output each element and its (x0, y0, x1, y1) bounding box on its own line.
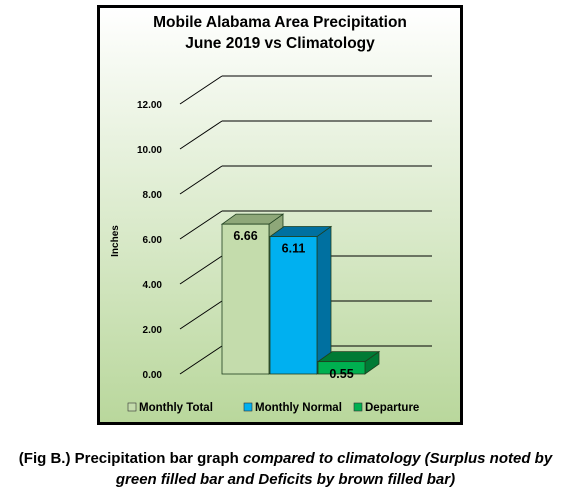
y-tick-label: 12.00 (137, 100, 162, 111)
bar-front (221, 223, 270, 375)
y-tick-label: 2.00 (143, 325, 163, 336)
y-tick-label: 0.00 (143, 370, 163, 381)
bar-departure (316, 350, 381, 375)
y-axis-label: Inches (110, 225, 121, 257)
legend-label: Departure (365, 402, 419, 414)
bar-front (317, 361, 366, 375)
gridline-diagonal (179, 345, 223, 375)
gridline-diagonal (179, 75, 223, 105)
data-label: 0.55 (329, 367, 353, 381)
gridline-diagonal (179, 120, 223, 150)
legend-label: Monthly Total (139, 402, 213, 414)
caption-italic-line1: compared to climatology (Surplus noted b… (242, 450, 553, 467)
legend-label: Monthly Normal (255, 402, 342, 414)
chart-title: Mobile Alabama Area Precipitation (153, 14, 407, 31)
chart-frame: Mobile Alabama Area Precipitation June 2… (97, 5, 463, 425)
bar-side (316, 225, 332, 375)
gridline-diagonal (179, 210, 223, 240)
bar-monthly-normal (268, 225, 333, 375)
legend: Monthly Total Monthly Normal Departure (127, 402, 419, 414)
data-label: 6.66 (233, 229, 257, 243)
y-tick-label: 10.00 (137, 145, 162, 156)
y-tick-label: 4.00 (143, 280, 163, 291)
y-tick-label: 8.00 (143, 190, 163, 201)
caption-italic-line2: green filled bar and Deficits by brown f… (115, 471, 456, 488)
bar-front (269, 236, 318, 375)
legend-swatch (127, 402, 137, 412)
gridline-diagonal (179, 300, 223, 330)
data-labels: 6.66 6.11 0.55 (233, 229, 353, 381)
bars (220, 213, 381, 375)
legend-swatch (243, 402, 253, 412)
legend-swatch (353, 402, 363, 412)
y-tick-label: 6.00 (143, 235, 163, 246)
y-tick-labels: 0.00 2.00 4.00 6.00 8.00 10.00 12.00 (137, 100, 162, 381)
caption-prefix: (Fig B.) Precipitation bar graph (18, 450, 243, 467)
data-label: 6.11 (282, 242, 306, 256)
gridline-diagonal (179, 165, 223, 195)
precipitation-chart: Mobile Alabama Area Precipitation June 2… (100, 8, 460, 422)
figure-caption: (Fig B.) Precipitation bar graph compare… (0, 448, 571, 490)
gridline-diagonal (179, 255, 223, 285)
chart-subtitle: June 2019 vs Climatology (185, 35, 375, 52)
